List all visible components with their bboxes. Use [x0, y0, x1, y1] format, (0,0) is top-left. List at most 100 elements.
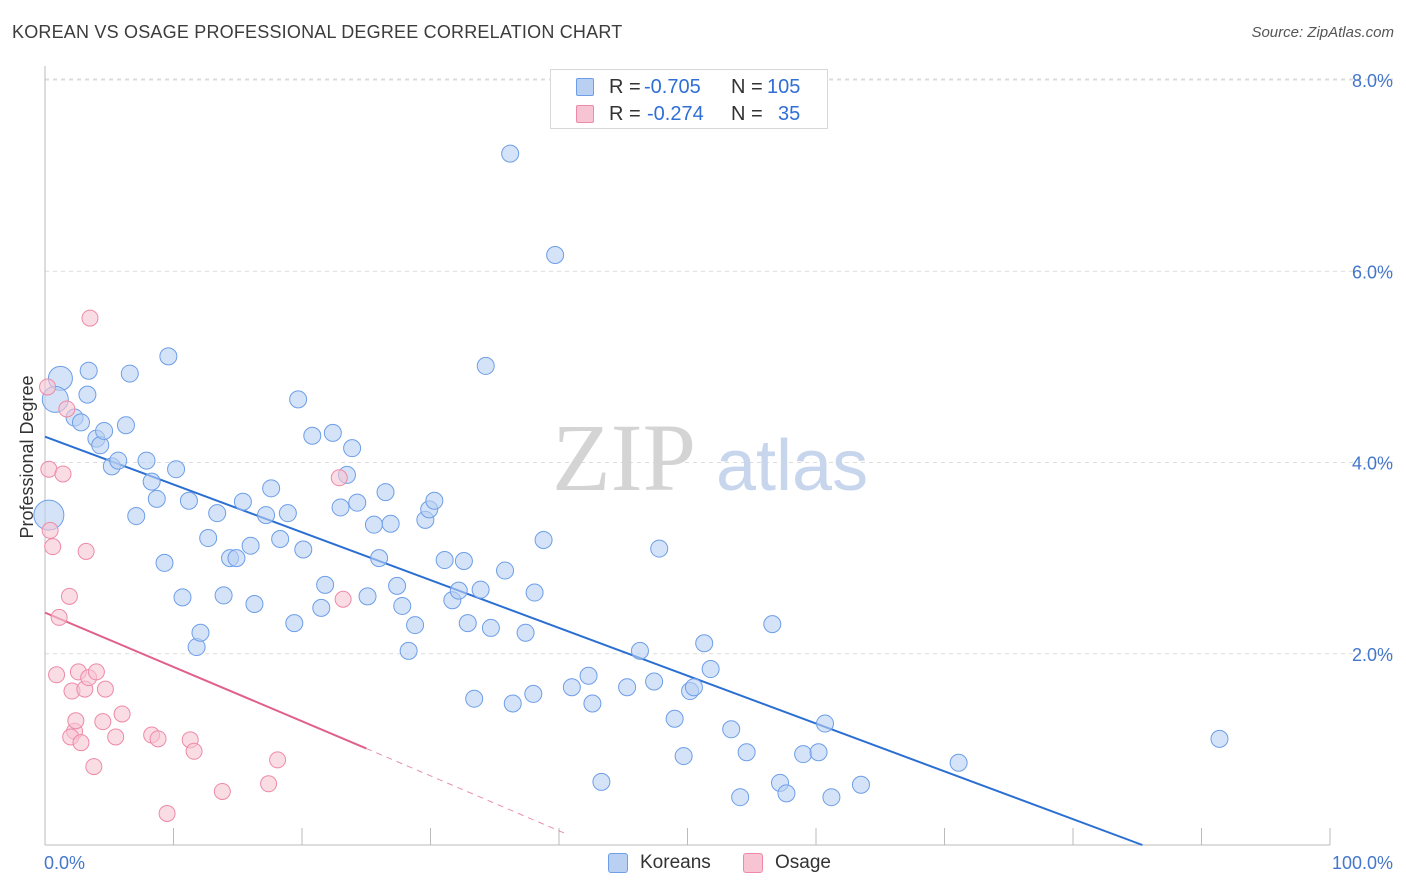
r-label: R =: [609, 76, 641, 98]
korean-point: [233, 492, 252, 511]
osage-point: [48, 666, 66, 684]
korean-point: [285, 614, 304, 633]
osage-point: [330, 469, 348, 487]
y-tick-label: 2.0%: [1352, 645, 1393, 665]
osage-point: [113, 705, 131, 723]
korean-point: [71, 413, 90, 432]
korean-point: [303, 426, 322, 445]
korean-point: [271, 530, 290, 548]
korean-point: [458, 614, 477, 633]
trend-lines: [44, 435, 1143, 846]
korean-point: [241, 536, 260, 555]
korean-point: [155, 553, 174, 572]
correlation-legend: R = -0.705 N = 105 R = -0.274 N = 35: [550, 69, 828, 129]
korean-point: [684, 678, 703, 697]
korean-point: [227, 549, 246, 568]
korean-point: [262, 479, 281, 498]
r-value: -0.705: [644, 76, 701, 98]
korean-point: [294, 540, 313, 559]
osage-point: [107, 728, 125, 746]
osage-point: [213, 782, 231, 800]
korean-point: [650, 539, 669, 558]
korean-point: [167, 460, 186, 479]
korean-point: [358, 587, 377, 606]
watermark: ZIP atlas: [552, 404, 868, 511]
korean-point: [665, 709, 684, 728]
x-tick-label: 100.0%: [1332, 853, 1393, 873]
osage-point: [72, 734, 90, 752]
korean-point: [949, 753, 968, 772]
osage-point: [60, 587, 78, 605]
osage-point: [39, 378, 57, 396]
korean-point: [316, 575, 335, 594]
korean-point: [127, 507, 146, 526]
korean-point: [214, 586, 233, 605]
legend-label-osage: Osage: [775, 852, 831, 873]
korean-point: [822, 788, 841, 807]
korean-point: [618, 678, 637, 697]
osage-point: [77, 542, 95, 560]
y-axis-label: Professional Degree: [17, 375, 37, 538]
osage-point: [149, 730, 167, 748]
source-label: Source: ZipAtlas.com: [1251, 24, 1394, 41]
osage-point: [50, 608, 68, 626]
osage-point: [87, 663, 105, 681]
tick-labels: 2.0% 4.0% 6.0% 8.0% 0.0% 100.0%: [44, 71, 1393, 873]
korean-point: [257, 506, 276, 525]
korean-point: [109, 451, 128, 470]
korean-point: [116, 416, 135, 435]
x-tick-label: 0.0%: [44, 853, 85, 873]
osage-point: [44, 538, 62, 556]
korean-point: [476, 356, 495, 375]
korean-point: [78, 385, 97, 404]
r-label: R =: [609, 103, 641, 125]
koreans-swatch: [608, 853, 628, 873]
korean-point: [425, 491, 444, 510]
korean-point: [815, 714, 834, 733]
korean-point: [323, 423, 342, 442]
korean-point: [208, 504, 227, 523]
osage-point: [269, 751, 287, 769]
n-value: 35: [778, 103, 801, 125]
korean-point: [1210, 729, 1229, 748]
korean-point: [630, 641, 649, 660]
korean-point: [777, 784, 796, 803]
y-tick-label: 8.0%: [1352, 71, 1393, 91]
korean-point: [348, 493, 367, 512]
n-label: N =: [731, 76, 763, 98]
korean-point: [95, 421, 114, 440]
korean-point: [343, 439, 362, 458]
korean-point: [191, 623, 210, 642]
korean-point: [147, 489, 166, 508]
korean-point: [722, 720, 741, 739]
n-label: N =: [731, 103, 763, 125]
korean-point: [496, 561, 515, 580]
osage-swatch: [576, 105, 594, 123]
koreans-swatch: [576, 78, 594, 96]
legend-row-koreans: R = -0.705 N = 105: [551, 74, 829, 100]
y-tick-label: 6.0%: [1352, 262, 1393, 282]
osage-point: [54, 465, 72, 483]
korean-point: [645, 672, 664, 691]
koreans-trend-line: [44, 435, 1143, 846]
osage-point: [67, 712, 85, 730]
korean-point: [524, 684, 543, 703]
korean-point: [142, 472, 161, 491]
korean-point: [406, 616, 425, 635]
korean-point: [278, 504, 297, 523]
korean-point: [454, 551, 473, 570]
y-tick-label: 4.0%: [1352, 454, 1393, 474]
korean-point: [471, 580, 490, 599]
korean-point: [503, 694, 522, 713]
korean-point: [399, 641, 418, 660]
korean-point: [763, 615, 782, 634]
korean-point: [695, 634, 714, 653]
korean-point: [289, 390, 308, 409]
osage-trend-extension: [366, 747, 566, 834]
korean-point: [435, 551, 454, 570]
korean-point: [562, 678, 581, 697]
korean-point: [794, 745, 813, 764]
korean-point: [465, 689, 484, 708]
korean-point: [592, 772, 611, 791]
